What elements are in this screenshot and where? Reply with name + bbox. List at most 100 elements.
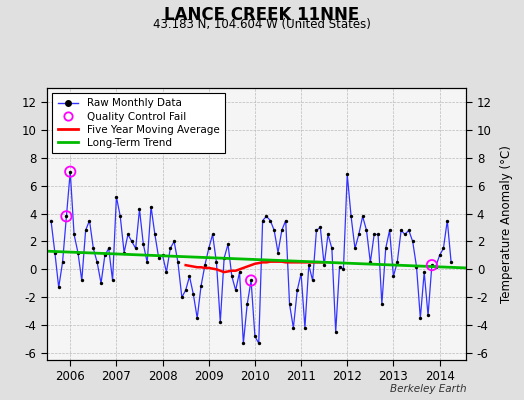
Point (147, 203, 155, 210)
Point (351, 245, 359, 252)
Point (255, 340, 263, 346)
Point (335, 263, 344, 270)
Point (324, 231, 332, 238)
Point (328, 245, 336, 252)
Point (81, 227, 90, 234)
Point (209, 231, 217, 238)
Point (247, 277, 255, 284)
Point (393, 259, 401, 266)
Point (120, 249, 128, 256)
Point (193, 315, 201, 321)
Point (124, 231, 132, 238)
Point (401, 231, 409, 238)
Point (66, 168, 74, 175)
Y-axis label: Temperature Anomaly (°C): Temperature Anomaly (°C) (500, 145, 513, 303)
Point (78, 277, 86, 284)
Point (232, 287, 240, 294)
Point (409, 238, 417, 245)
Point (85, 217, 94, 224)
Point (278, 227, 286, 234)
Point (155, 255, 163, 261)
Point (370, 231, 378, 238)
Point (250, 333, 259, 340)
Point (178, 294, 186, 300)
Point (362, 227, 370, 234)
Point (204, 245, 213, 252)
Text: Berkeley Earth: Berkeley Earth (390, 384, 466, 394)
Point (201, 262, 209, 268)
Point (447, 259, 455, 266)
Point (405, 227, 413, 234)
Point (320, 262, 329, 268)
Point (170, 238, 178, 245)
Point (97, 280, 105, 286)
Point (93, 259, 101, 266)
Point (185, 273, 194, 280)
Point (166, 245, 174, 252)
Point (347, 213, 355, 220)
Point (293, 287, 301, 294)
Point (274, 249, 282, 256)
Point (66, 168, 74, 175)
Point (381, 245, 390, 252)
Point (62, 213, 71, 220)
Point (355, 231, 363, 238)
Point (289, 325, 298, 331)
Point (416, 315, 424, 321)
Point (374, 231, 382, 238)
Point (135, 206, 144, 212)
Point (162, 269, 171, 275)
Point (312, 227, 321, 234)
Point (297, 270, 305, 277)
Point (266, 217, 275, 224)
Point (189, 291, 198, 298)
Point (62, 213, 71, 220)
Point (428, 262, 436, 268)
Point (70, 231, 78, 238)
Point (220, 255, 228, 261)
Point (197, 283, 205, 289)
Legend: Raw Monthly Data, Quality Control Fail, Five Year Moving Average, Long-Term Tren: Raw Monthly Data, Quality Control Fail, … (52, 93, 225, 153)
Point (89, 245, 97, 252)
Point (378, 301, 386, 308)
Point (108, 277, 117, 284)
Text: 43.183 N, 104.604 W (United States): 43.183 N, 104.604 W (United States) (153, 18, 371, 31)
Point (263, 213, 271, 220)
Point (358, 213, 367, 220)
Point (212, 259, 221, 266)
Point (258, 217, 267, 224)
Point (101, 252, 109, 258)
Point (301, 325, 309, 331)
Point (432, 263, 440, 270)
Point (304, 262, 313, 268)
Point (309, 277, 317, 284)
Point (420, 269, 429, 275)
Point (174, 259, 182, 266)
Point (181, 287, 190, 294)
Point (127, 238, 136, 245)
Point (443, 217, 452, 224)
Point (139, 241, 148, 248)
Point (316, 224, 324, 231)
Point (435, 252, 444, 258)
Point (239, 340, 247, 346)
Point (216, 319, 224, 326)
Point (389, 273, 398, 280)
Point (243, 301, 252, 308)
Point (54, 284, 63, 291)
Point (281, 217, 290, 224)
Point (424, 312, 432, 318)
Point (235, 269, 244, 275)
Point (143, 259, 151, 266)
Point (332, 329, 340, 335)
Point (112, 194, 121, 200)
Point (339, 266, 347, 272)
Point (158, 252, 167, 258)
Point (366, 259, 375, 266)
Text: LANCE CREEK 11NNE: LANCE CREEK 11NNE (165, 6, 359, 24)
Point (58, 259, 67, 266)
Point (132, 245, 140, 252)
Point (47, 217, 55, 224)
Point (104, 245, 113, 252)
Point (247, 277, 255, 284)
